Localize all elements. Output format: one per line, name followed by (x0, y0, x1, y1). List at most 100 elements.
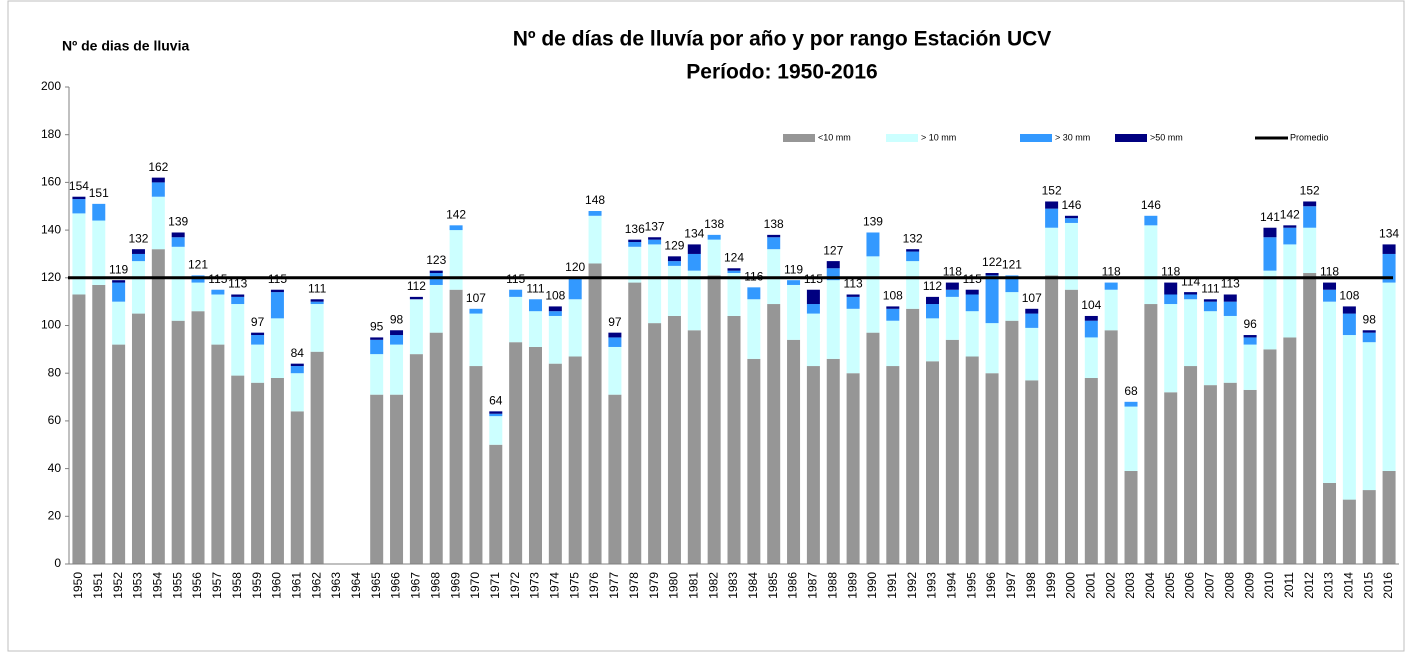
chart-title: Nº de días de lluvía por año y por rango… (513, 28, 1052, 51)
bar-segment (270, 377, 284, 564)
bar-segment (1243, 344, 1257, 390)
legend-swatch (886, 134, 918, 142)
bar-segment (211, 294, 225, 345)
bar-segment (1342, 313, 1356, 336)
x-tick-label: 1985 (766, 572, 780, 599)
bar-segment (608, 332, 622, 338)
bar-segment (1263, 349, 1277, 564)
bar-segment (171, 320, 185, 564)
bar-segment (1243, 389, 1257, 564)
bar-segment (1025, 380, 1039, 564)
bar-segment (1382, 244, 1396, 254)
bar-segment (687, 330, 701, 564)
bar-segment (251, 332, 265, 336)
bar-segment (390, 344, 404, 395)
bar-segment (1084, 315, 1098, 321)
bar-segment (687, 244, 701, 254)
legend-label: Promedio (1290, 132, 1329, 142)
bar-segment (1362, 490, 1376, 564)
bar-segment (906, 261, 920, 309)
bar-segment (906, 308, 920, 564)
total-label: 138 (704, 217, 724, 231)
bar-segment (628, 282, 642, 564)
bar-segment (588, 263, 602, 564)
bar-segment (1064, 222, 1078, 290)
total-label: 107 (1022, 291, 1042, 305)
bar-segment (1382, 253, 1396, 283)
y-tick-label: 120 (41, 270, 61, 284)
x-tick-label: 1953 (131, 572, 145, 599)
bar-segment (965, 356, 979, 564)
bar-segment (231, 296, 245, 305)
x-tick-label: 1963 (329, 572, 343, 599)
total-label: 104 (1081, 298, 1101, 312)
x-tick-label: 1956 (190, 572, 204, 599)
bar-segment (72, 196, 86, 200)
bar-segment (826, 261, 840, 269)
bar-segment (131, 249, 145, 254)
bar-segment (1084, 320, 1098, 338)
bar-segment (985, 323, 999, 374)
bar-segment (1025, 308, 1039, 314)
total-label: 108 (1339, 289, 1359, 303)
bar-segment (608, 394, 622, 564)
bar-segment (965, 311, 979, 357)
x-tick-label: 1968 (428, 572, 442, 599)
bar-segment (648, 323, 662, 564)
total-label: 97 (251, 315, 265, 329)
x-tick-label: 2012 (1302, 572, 1316, 599)
bar-segment (826, 358, 840, 564)
bar-segment (1342, 335, 1356, 500)
bar-segment (489, 416, 503, 445)
x-tick-label: 1990 (865, 572, 879, 599)
bar-segment (509, 296, 523, 343)
y-tick-label: 180 (41, 127, 61, 141)
x-tick-label: 2000 (1064, 572, 1078, 599)
x-tick-label: 2008 (1222, 572, 1236, 599)
bar-segment (390, 335, 404, 345)
bar-segment (727, 268, 741, 271)
x-tick-label: 1960 (270, 572, 284, 599)
bar-segment (72, 213, 86, 295)
bar-segment (886, 366, 900, 564)
bar-segment (727, 270, 741, 274)
bar-segment (945, 339, 959, 564)
bar-segment (370, 354, 384, 395)
total-label: 142 (1280, 208, 1300, 222)
bar-segment (1104, 282, 1118, 290)
bar-segment (1263, 237, 1277, 271)
x-tick-label: 2013 (1322, 572, 1336, 599)
x-tick-label: 1976 (587, 572, 601, 599)
bar-segment (727, 273, 741, 316)
x-tick-label: 1951 (91, 572, 105, 599)
total-label: 141 (1260, 210, 1280, 224)
bar-segment (806, 313, 820, 367)
bar-segment (667, 265, 681, 316)
bar-segment (866, 232, 880, 257)
bar-segment (1184, 299, 1198, 367)
bar-segment (648, 237, 662, 240)
total-label: 132 (128, 231, 148, 245)
bar-segment (846, 294, 860, 297)
bar-segment (1323, 282, 1337, 290)
total-label: 121 (1002, 258, 1022, 272)
total-label: 139 (863, 215, 883, 229)
x-tick-label: 1975 (567, 572, 581, 599)
bar-segment (1303, 206, 1317, 228)
bar-segment (112, 280, 126, 283)
x-tick-label: 1972 (508, 572, 522, 599)
bar-segment (965, 289, 979, 295)
bar-segment (965, 294, 979, 312)
bar-segment (251, 344, 265, 383)
bar-segment (1263, 270, 1277, 350)
y-tick-label: 0 (54, 556, 61, 570)
total-label: 95 (370, 320, 384, 334)
bar-segment (1203, 299, 1217, 302)
bar-segment (1303, 201, 1317, 207)
x-tick-label: 2005 (1163, 572, 1177, 599)
bar-segment (92, 203, 106, 221)
bar-segment (727, 315, 741, 564)
bar-segment (489, 444, 503, 564)
bar-segment (1283, 337, 1297, 564)
